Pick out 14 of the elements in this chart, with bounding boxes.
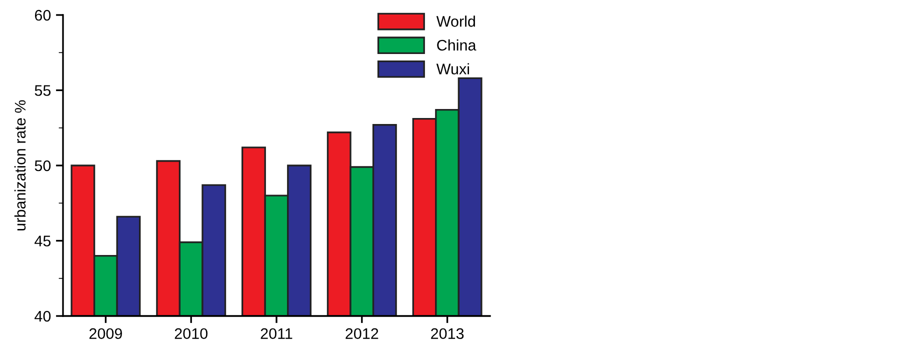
y-tick-label: 40: [34, 310, 51, 322]
y-tick-label: 60: [34, 10, 51, 21]
y-tick-label: 55: [34, 85, 51, 96]
x-tick-label: 2013: [431, 328, 464, 340]
x-tick-label: 2009: [89, 328, 122, 340]
x-tick-label: 2011: [260, 328, 292, 340]
x-tick-label: 2012: [346, 328, 378, 340]
y-tick-label: 45: [34, 236, 51, 246]
legend-label: China: [437, 39, 476, 51]
y-tick-label: 50: [34, 160, 51, 172]
x-tick-label: 2010: [174, 328, 208, 340]
legend-label: World: [436, 16, 475, 27]
legend-label: Wuxi: [436, 63, 469, 74]
y-axis-title: urbanization rate %: [14, 100, 26, 230]
